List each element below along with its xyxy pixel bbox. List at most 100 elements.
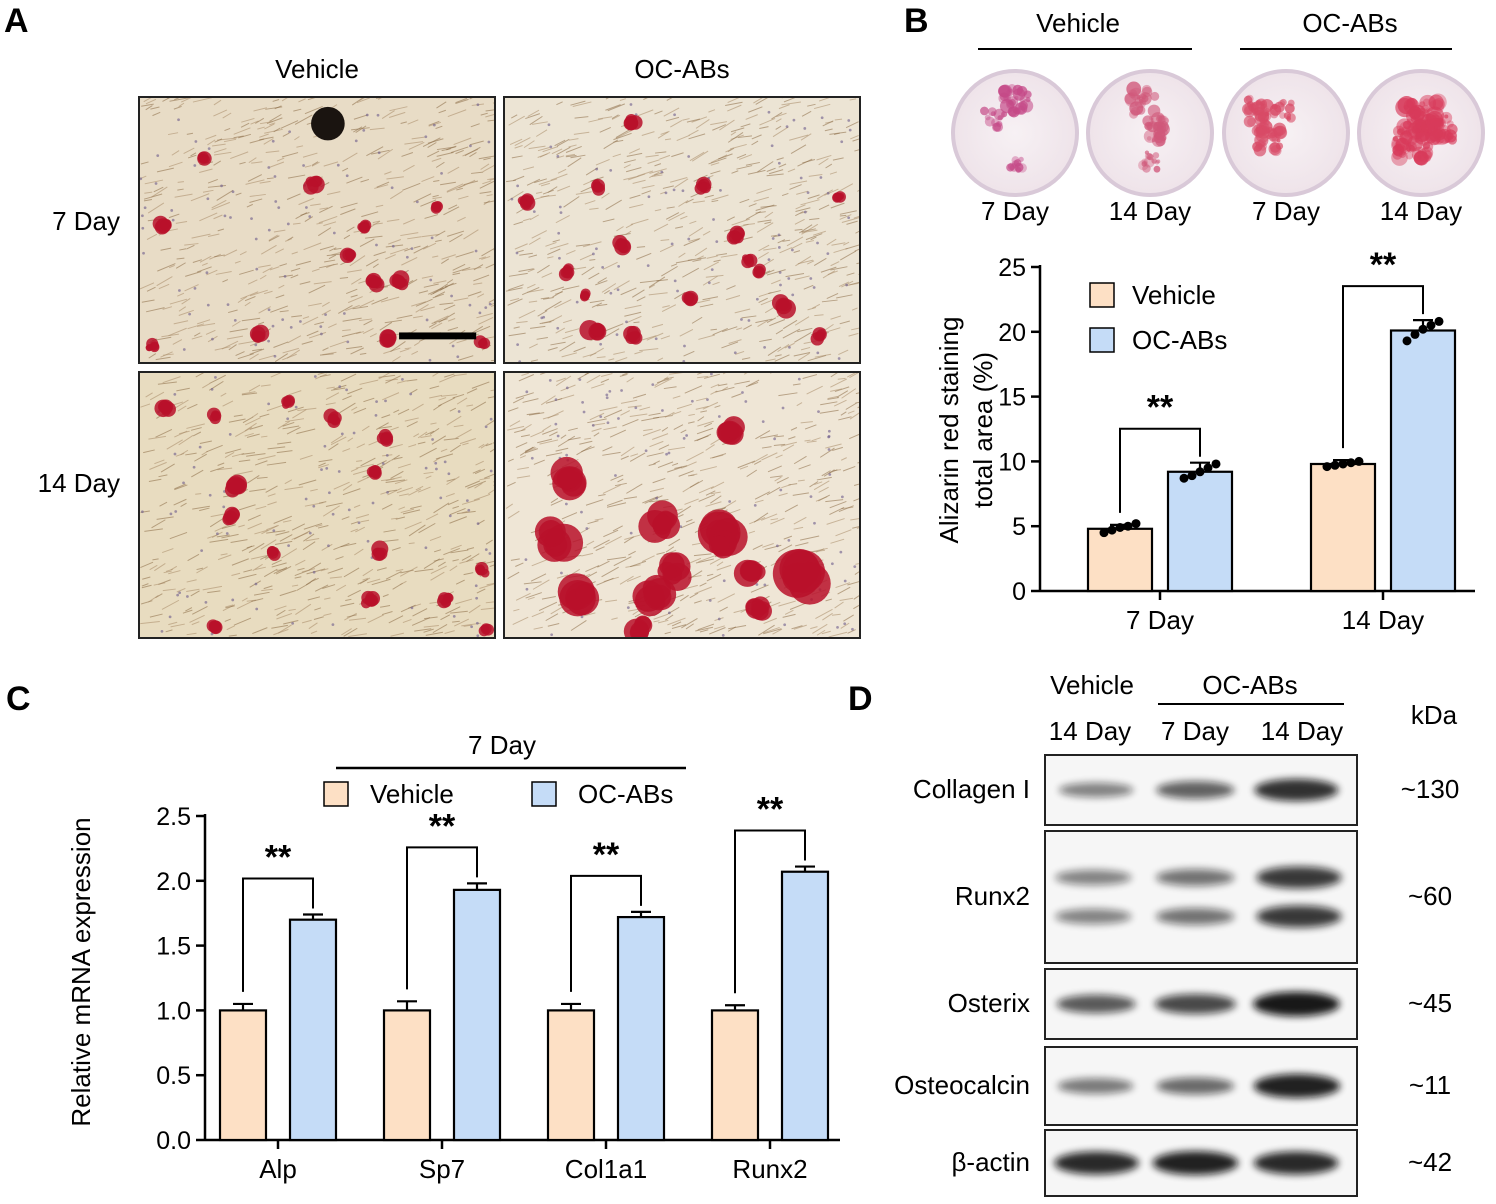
cell-fiber — [454, 618, 470, 627]
cell-fiber — [821, 630, 831, 635]
mineral-nodule — [211, 412, 219, 420]
cell-fiber — [832, 157, 844, 161]
cell-fiber — [318, 215, 338, 224]
cell-nucleus — [431, 438, 434, 441]
cell-nucleus — [599, 415, 603, 419]
cell-nucleus — [371, 501, 375, 505]
cell-nucleus — [272, 529, 276, 532]
cell-nucleus — [340, 432, 344, 436]
cell-fiber — [629, 148, 641, 154]
cell-nucleus — [851, 627, 854, 631]
cell-fiber — [523, 581, 542, 585]
cell-fiber — [382, 539, 399, 542]
cell-fiber — [252, 348, 262, 352]
stain-spot — [1443, 129, 1457, 143]
cell-fiber — [489, 564, 494, 568]
mineral-nodule — [538, 520, 564, 545]
cell-fiber — [173, 498, 187, 506]
cell-fiber — [285, 238, 293, 242]
cell-fiber — [355, 463, 374, 469]
cell-fiber — [306, 330, 319, 337]
cell-fiber — [140, 600, 153, 605]
cell-fiber — [301, 568, 316, 573]
cell-fiber — [393, 409, 400, 414]
cell-nucleus — [839, 550, 843, 554]
cell-fiber — [675, 259, 693, 264]
cell-fiber — [473, 282, 483, 285]
cell-nucleus — [233, 318, 237, 322]
cell-fiber — [770, 279, 781, 285]
cell-fiber — [511, 155, 523, 159]
cell-fiber — [316, 222, 323, 225]
cell-fiber — [692, 200, 705, 204]
cell-fiber — [277, 624, 292, 634]
cell-nucleus — [254, 582, 258, 586]
cell-fiber — [675, 226, 684, 229]
cell-nucleus — [312, 504, 316, 508]
cell-fiber — [350, 294, 358, 298]
cell-fiber — [818, 98, 830, 102]
cell-fiber — [615, 128, 631, 138]
panel-a-row-label-7day: 7 Day — [52, 206, 120, 236]
cell-fiber — [249, 289, 268, 297]
cell-fiber — [143, 98, 152, 103]
cell-fiber — [839, 320, 850, 325]
cell-fiber — [283, 619, 299, 625]
mineral-nodule — [327, 414, 341, 428]
cell-fiber — [837, 586, 851, 595]
cell-fiber — [213, 109, 228, 117]
cell-fiber — [320, 568, 329, 572]
cell-nucleus — [840, 140, 844, 144]
cell-fiber — [748, 530, 756, 534]
cell-fiber — [838, 416, 852, 421]
cell-fiber — [784, 609, 794, 615]
cell-fiber — [815, 496, 828, 502]
cell-fiber — [671, 410, 682, 416]
cell-nucleus — [214, 375, 217, 379]
cell-fiber — [449, 407, 457, 412]
cell-fiber — [781, 101, 802, 106]
mineral-nodule — [816, 329, 826, 339]
cell-fiber — [463, 624, 472, 627]
cell-nucleus — [254, 237, 258, 241]
cell-nucleus — [424, 135, 428, 139]
cell-fiber — [389, 111, 406, 118]
cell-fiber — [435, 453, 454, 460]
cell-fiber — [695, 119, 710, 129]
stain-spot — [1007, 84, 1017, 93]
cell-nucleus — [556, 434, 560, 438]
cell-fiber — [511, 114, 518, 119]
cell-fiber — [242, 416, 254, 424]
cell-fiber — [531, 230, 547, 239]
cell-nucleus — [194, 140, 198, 143]
cell-fiber — [847, 581, 859, 586]
cell-fiber — [483, 200, 494, 204]
cell-fiber — [169, 98, 189, 102]
cell-fiber — [685, 623, 694, 630]
cell-nucleus — [283, 274, 287, 278]
cell-fiber — [319, 207, 329, 210]
cell-fiber — [694, 586, 713, 595]
cell-fiber — [467, 480, 486, 489]
cell-nucleus — [809, 277, 813, 280]
significance-bracket — [570, 874, 642, 992]
cell-fiber — [505, 287, 523, 292]
cell-fiber — [427, 150, 440, 158]
cell-nucleus — [763, 346, 766, 349]
cell-fiber — [839, 214, 847, 217]
cell-fiber — [629, 203, 644, 209]
cell-fiber — [754, 460, 762, 465]
cell-fiber — [791, 242, 803, 249]
cell-fiber — [444, 373, 455, 378]
cell-fiber — [187, 323, 205, 330]
cell-fiber — [429, 427, 440, 435]
cell-nucleus — [312, 570, 316, 574]
cell-fiber — [605, 599, 618, 603]
cell-fiber — [652, 477, 666, 484]
cell-nucleus — [231, 598, 235, 602]
cell-fiber — [540, 373, 546, 375]
cell-fiber — [486, 420, 494, 426]
cell-fiber — [165, 629, 173, 633]
cell-fiber — [726, 285, 736, 290]
cell-fiber — [221, 533, 239, 539]
